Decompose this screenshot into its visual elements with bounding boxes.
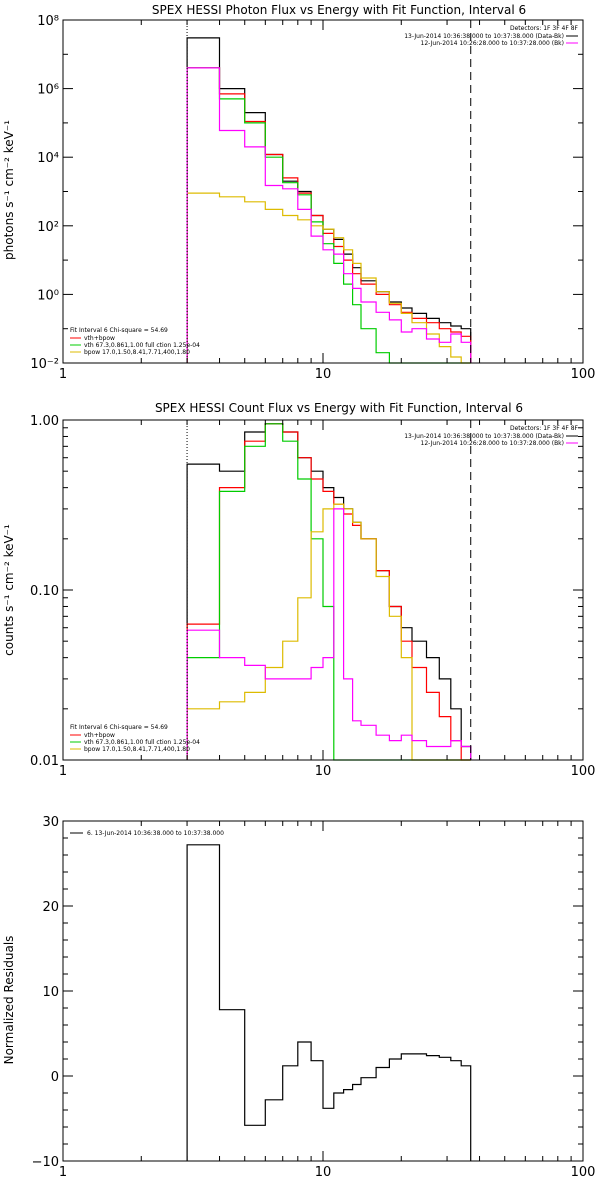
legend-top: Detectors: 1F 3F 4F 8F 13-Jun-2014 10:36… (404, 425, 578, 447)
series-bpow-line (186, 503, 471, 761)
chart-title: SPEX HESSI Photon Flux vs Energy with Fi… (152, 3, 526, 17)
x-tick-label: 100 (571, 1165, 596, 1180)
series-group (186, 844, 472, 1161)
y-tick-label: 10⁰ (37, 288, 59, 303)
series-vth-line (186, 423, 471, 761)
legend-sum-label: vth+bpow (84, 335, 115, 342)
legend-bk-line: 12-Jun-2014 10:26:28.000 to 10:37:28.000… (421, 440, 564, 447)
legend-vth-label: vth 67.3,0.861,1.00 full ction 1.25e-04 (84, 739, 200, 746)
series-total-line (186, 423, 472, 760)
plot-frame (62, 820, 584, 1162)
legend-detectors: Detectors: 1F 3F 4F 8F (510, 25, 579, 32)
photon-flux-chart: SPEX HESSI Photon Flux vs Energy with Fi… (2, 3, 595, 382)
tick-group: 1 10 100 10⁻² 10⁰ 10² 10⁴ 10⁶ 10⁸ (30, 14, 595, 382)
y-tick-label: 0.01 (30, 754, 59, 769)
y-tick-label: 10 (42, 985, 59, 1000)
series-bk-line (186, 508, 472, 760)
plot-frame (62, 19, 584, 364)
legend-detectors: Detectors: 1F 3F 4F 8F (510, 425, 579, 432)
legend-top: Detectors: 1F 3F 4F 8F 13-Jun-2014 10:36… (404, 25, 578, 47)
legend-bottom: Fit Interval 6 Chi-square = 54.69 vth+bp… (70, 724, 200, 753)
legend-data-line: 13-Jun-2014 10:36:38.000 to 10:37:38.000… (404, 33, 564, 40)
series-bk-line (186, 67, 472, 363)
legend-fit-header: Fit Interval 6 Chi-square = 54.69 (70, 327, 168, 334)
x-tick-label: 10 (315, 764, 332, 779)
count-flux-chart: SPEX HESSI Count Flux vs Energy with Fit… (2, 401, 595, 779)
residuals-chart: 1 10 100 −10 0 10 20 30 Normalized Residuals 6.… (2, 815, 595, 1180)
y-tick-label: 30 (42, 815, 59, 830)
legend-bk-line: 12-Jun-2014 10:26:28.000 to 10:37:28.000… (421, 40, 564, 47)
legend-vth-label: vth 67.3,0.861,1.00 full ction 1.25e-04 (84, 342, 200, 349)
x-tick-label: 100 (571, 764, 596, 779)
tick-group: 1 10 100 −10 0 10 20 30 (32, 815, 596, 1180)
legend-bpow-label: bpow 17.0,1.50,8.41,7.71,400,1.80 (84, 746, 190, 753)
y-axis-label: Normalized Residuals (2, 936, 16, 1065)
chart-title: SPEX HESSI Count Flux vs Energy with Fit… (155, 401, 523, 415)
x-tick-label: 1 (59, 1165, 67, 1180)
y-tick-label: 10⁻² (30, 357, 59, 372)
series-total-line (186, 844, 472, 1161)
series-group (186, 37, 472, 364)
legend-data-line: 13-Jun-2014 10:36:38.000 to 10:37:38.000… (404, 433, 564, 440)
series-group (186, 423, 472, 761)
tick-group: 1 10 100 0.01 0.10 1.00 (30, 414, 595, 779)
y-axis-label: photons s⁻¹ cm⁻² keV⁻¹ (2, 120, 16, 260)
x-tick-label: 1 (59, 367, 67, 382)
y-tick-label: 10⁸ (37, 14, 59, 29)
series-total-line (186, 37, 472, 363)
x-tick-label: 10 (315, 1165, 332, 1180)
y-tick-label: 20 (42, 900, 59, 915)
y-tick-label: −10 (32, 1155, 59, 1170)
legend-fit-header: Fit Interval 6 Chi-square = 54.69 (70, 724, 168, 731)
y-tick-label: 1.00 (30, 414, 59, 429)
y-axis-label: counts s⁻¹ cm⁻² keV⁻¹ (2, 524, 16, 656)
series-sum-line (186, 423, 471, 761)
x-tick-label: 10 (315, 367, 332, 382)
y-tick-label: 0.10 (30, 584, 59, 599)
y-tick-label: 10² (37, 220, 59, 235)
x-tick-label: 1 (59, 764, 67, 779)
legend-sum-label: vth+bpow (84, 732, 115, 739)
legend-bpow-label: bpow 17.0,1.50,8.41,7.71,400,1.80 (84, 349, 190, 356)
series-bpow-line (186, 192, 471, 364)
legend-bottom: Fit Interval 6 Chi-square = 54.69 vth+bp… (70, 327, 200, 356)
y-tick-label: 10⁴ (37, 151, 59, 166)
y-tick-label: 0 (51, 1070, 59, 1085)
y-tick-label: 10⁶ (37, 83, 59, 98)
legend-label: 6. 13-Jun-2014 10:36:38.000 to 10:37:38.… (87, 830, 224, 837)
x-tick-label: 100 (571, 367, 596, 382)
